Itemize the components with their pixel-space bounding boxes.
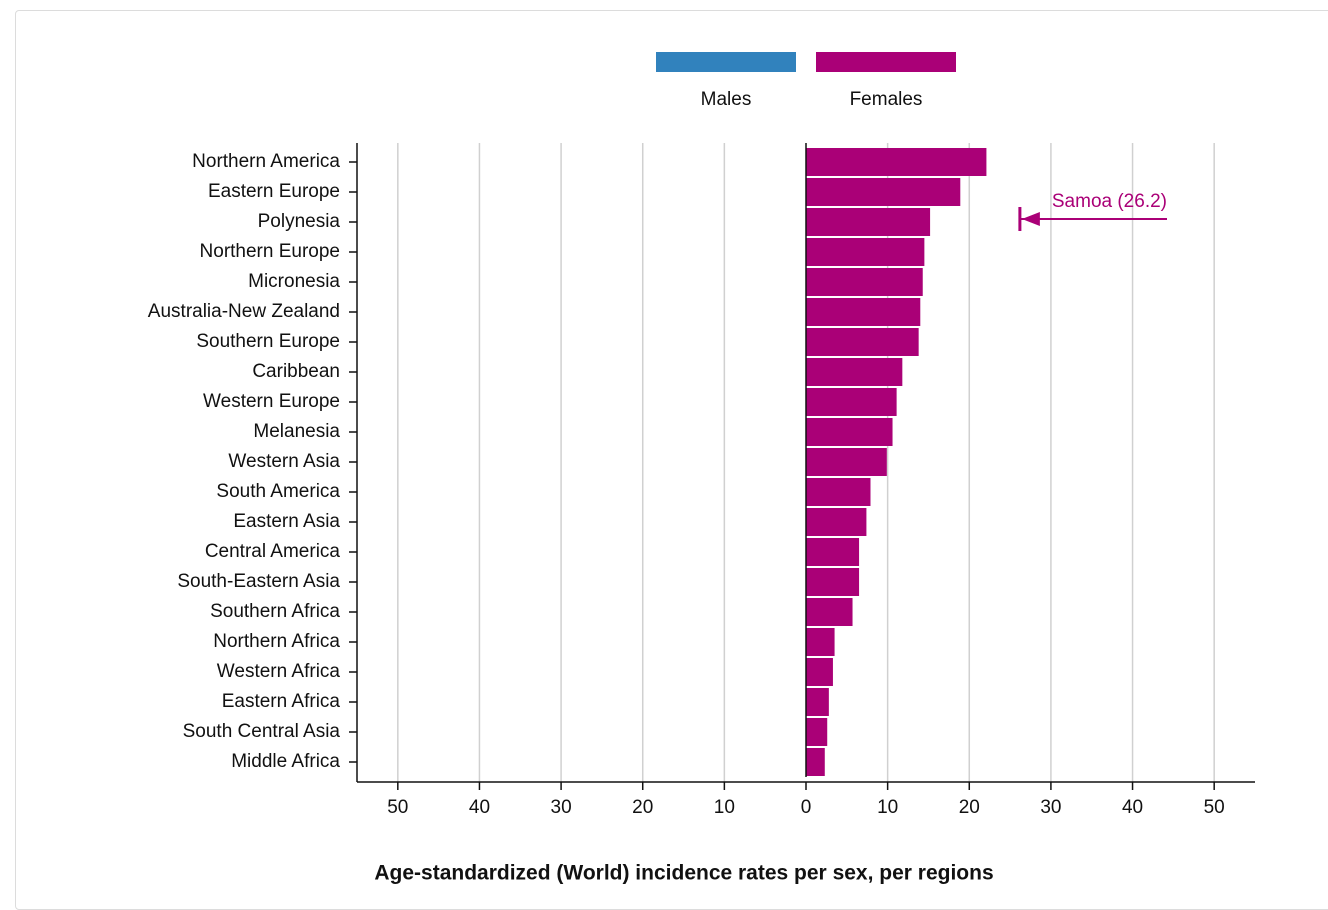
y-tick-label: Western Europe	[203, 391, 340, 412]
x-tick-label: 30	[551, 797, 572, 818]
y-tick-label: Micronesia	[248, 271, 340, 292]
bar	[806, 568, 860, 596]
bar	[806, 538, 860, 566]
y-tick-label: South-Eastern Asia	[177, 571, 340, 592]
bar	[806, 358, 903, 386]
bar	[806, 508, 867, 536]
bar	[806, 718, 828, 746]
y-tick-label: Northern America	[192, 151, 340, 172]
y-tick-label: Middle Africa	[231, 751, 340, 772]
bar	[806, 298, 921, 326]
bar	[806, 148, 987, 176]
x-tick-label: 50	[1204, 797, 1225, 818]
y-tick-label: South Central Asia	[183, 721, 341, 742]
x-tick-label: 20	[632, 797, 653, 818]
bar	[806, 238, 925, 266]
bar	[806, 628, 835, 656]
y-tick-label: Polynesia	[258, 211, 341, 232]
bar	[806, 418, 893, 446]
y-tick-label: Caribbean	[252, 361, 340, 382]
annotation-label: Samoa (26.2)	[1052, 191, 1167, 212]
y-tick-label: Southern Europe	[196, 331, 340, 352]
legend-swatch	[656, 52, 796, 72]
x-tick-label: 10	[877, 797, 898, 818]
bar	[806, 658, 833, 686]
y-tick-label: Western Africa	[217, 661, 341, 682]
legend-label: Females	[850, 89, 923, 110]
annotation-arrowhead	[1021, 212, 1040, 226]
bar	[806, 268, 923, 296]
bar	[806, 388, 897, 416]
x-tick-label: 30	[1040, 797, 1061, 818]
y-tick-label: Eastern Asia	[233, 511, 340, 532]
bar	[806, 478, 871, 506]
chart-title: Age-standardized (World) incidence rates…	[374, 862, 993, 885]
y-tick-label: Northern Europe	[200, 241, 340, 262]
bar	[806, 328, 919, 356]
y-tick-label: Central America	[205, 541, 341, 562]
x-tick-label: 10	[714, 797, 735, 818]
x-tick-label: 40	[469, 797, 490, 818]
bar	[806, 448, 887, 476]
bar	[806, 598, 853, 626]
x-tick-label: 50	[387, 797, 408, 818]
bar	[806, 748, 825, 776]
y-tick-label: Southern Africa	[210, 601, 340, 622]
y-tick-label: Eastern Europe	[208, 181, 340, 202]
legend-label: Males	[701, 89, 752, 110]
legend-swatch	[816, 52, 956, 72]
x-tick-label: 20	[959, 797, 980, 818]
x-tick-label: 40	[1122, 797, 1143, 818]
bar	[806, 178, 961, 206]
bar	[806, 208, 931, 236]
y-tick-label: South America	[216, 481, 340, 502]
x-tick-label: 0	[801, 797, 812, 818]
y-tick-label: Australia-New Zealand	[148, 301, 340, 322]
y-tick-label: Western Asia	[228, 451, 340, 472]
y-tick-label: Melanesia	[253, 421, 340, 442]
bar	[806, 688, 829, 716]
y-tick-label: Eastern Africa	[222, 691, 341, 712]
y-tick-label: Northern Africa	[213, 631, 340, 652]
